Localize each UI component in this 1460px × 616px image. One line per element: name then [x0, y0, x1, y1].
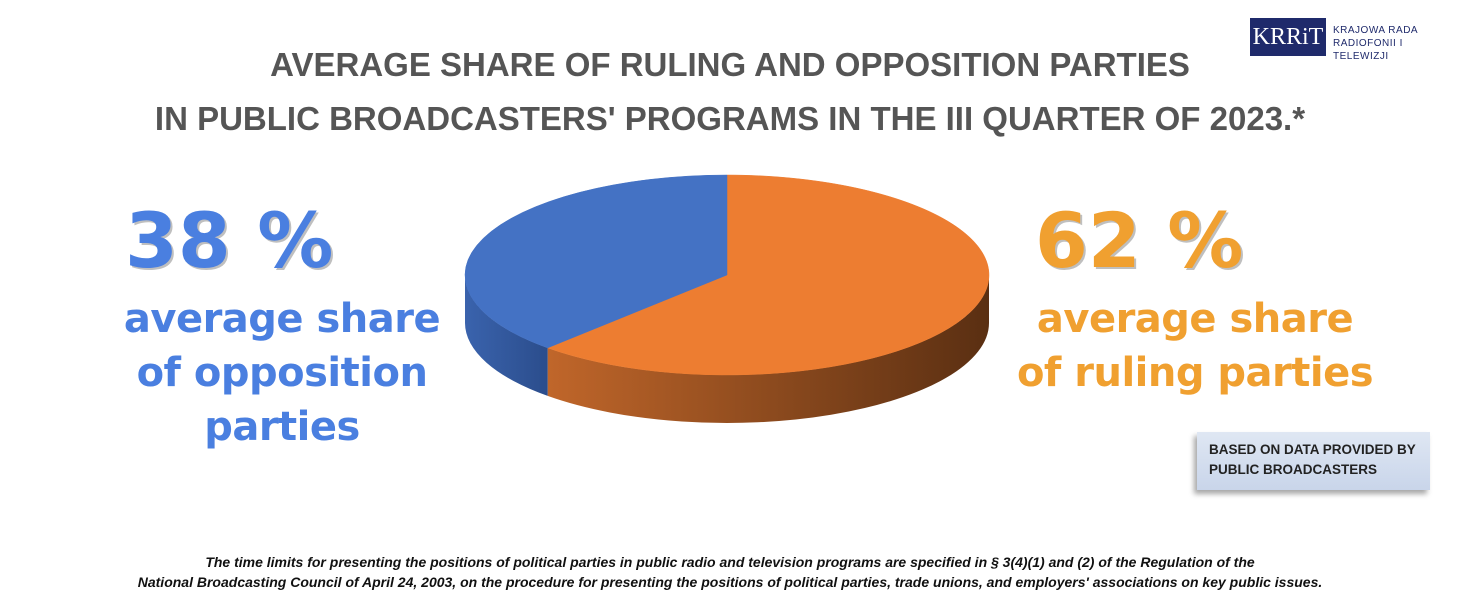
category-label: average share of opposition parties: [123, 296, 441, 450]
title-line: IN PUBLIC BROADCASTERS' PROGRAMS IN THE …: [154, 100, 1306, 137]
logo-line: RADIOFONII I TELEWIZJI: [1333, 38, 1403, 62]
category-label: average share of ruling parties: [1016, 296, 1374, 396]
pie-side: [465, 275, 548, 396]
logo-line: KRAJOWA RADA: [1333, 25, 1419, 36]
footnote-line: National Broadcasting Council of April 2…: [137, 574, 1323, 590]
pie-slice: [464, 174, 728, 349]
pie-side: [547, 275, 989, 423]
title-line: AVERAGE SHARE OF RULING AND OPPOSITION P…: [270, 46, 1190, 83]
value-label: 38 %: [125, 196, 334, 285]
logo-text: KRAJOWA RADA RADIOFONII I TELEWIZJI: [1333, 24, 1460, 63]
pie-slice: [546, 174, 990, 376]
source-note: BASED ON DATA PROVIDED BY PUBLIC BROADCA…: [1197, 432, 1430, 490]
value-label: 62 %: [1035, 196, 1244, 285]
footnote-line: The time limits for presenting the posit…: [205, 554, 1255, 570]
logo-mark: KRRiT: [1250, 18, 1326, 56]
